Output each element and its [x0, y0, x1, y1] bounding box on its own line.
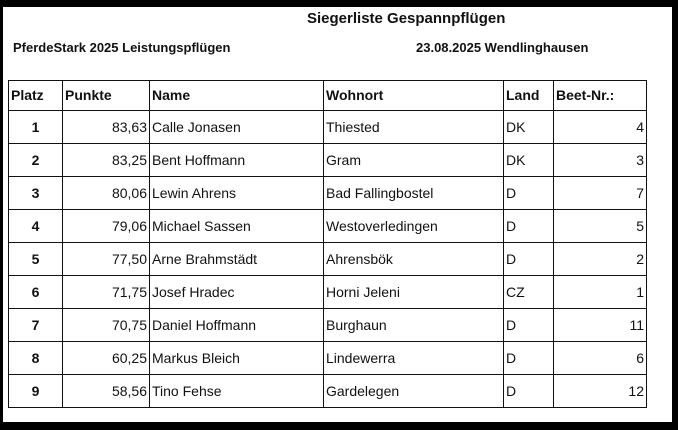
- cell-name: Tino Fehse: [149, 374, 324, 408]
- cell-name: Lewin Ahrens: [149, 176, 324, 210]
- cell-wohnort: Gardelegen: [323, 374, 504, 408]
- column-header-wohnort: Wohnort: [323, 80, 504, 111]
- cell-land: D: [503, 176, 554, 210]
- cell-beet-nr: 11: [553, 308, 647, 342]
- cell-punkte: 83,25: [62, 143, 150, 177]
- cell-name: Arne Brahmstädt: [149, 242, 324, 276]
- table-row: 3 80,06 Lewin Ahrens Bad Fallingbostel D 7: [8, 176, 647, 210]
- cell-beet-nr: 6: [553, 341, 647, 375]
- cell-land: D: [503, 308, 554, 342]
- table-row: 7 70,75 Daniel Hoffmann Burghaun D 11: [8, 308, 647, 342]
- document-title: Siegerliste Gespannpflügen: [307, 10, 506, 27]
- cell-punkte: 70,75: [62, 308, 150, 342]
- cell-land: CZ: [503, 275, 554, 309]
- cell-platz: 5: [8, 242, 63, 276]
- cell-beet-nr: 1: [553, 275, 647, 309]
- cell-wohnort: Ahrensbök: [323, 242, 504, 276]
- table-row: 8 60,25 Markus Bleich Lindewerra D 6: [8, 341, 647, 375]
- cell-beet-nr: 7: [553, 176, 647, 210]
- cell-beet-nr: 12: [553, 374, 647, 408]
- results-table: Platz Punkte Name Wohnort Land Beet-Nr.: 1 83,…: [8, 80, 647, 408]
- column-header-land: Land: [503, 80, 554, 111]
- table-row: 5 77,50 Arne Brahmstädt Ahrensbök D 2: [8, 242, 647, 276]
- column-header-beet-nr: Beet-Nr.:: [553, 80, 647, 111]
- cell-punkte: 80,06: [62, 176, 150, 210]
- cell-platz: 6: [8, 275, 63, 309]
- event-name: PferdeStark 2025 Leistungspflügen: [13, 40, 231, 55]
- table-row: 4 79,06 Michael Sassen Westoverledingen D 5: [8, 209, 647, 243]
- cell-land: DK: [503, 143, 554, 177]
- cell-name: Bent Hoffmann: [149, 143, 324, 177]
- cell-beet-nr: 4: [553, 110, 647, 144]
- column-header-platz: Platz: [8, 80, 63, 111]
- cell-name: Michael Sassen: [149, 209, 324, 243]
- cell-name: Josef Hradec: [149, 275, 324, 309]
- cell-wohnort: Lindewerra: [323, 341, 504, 375]
- cell-punkte: 60,25: [62, 341, 150, 375]
- cell-beet-nr: 5: [553, 209, 647, 243]
- cell-land: D: [503, 374, 554, 408]
- cell-punkte: 83,63: [62, 110, 150, 144]
- table-header-row: Platz Punkte Name Wohnort Land Beet-Nr.:: [8, 80, 647, 111]
- cell-platz: 2: [8, 143, 63, 177]
- cell-wohnort: Bad Fallingbostel: [323, 176, 504, 210]
- cell-wohnort: Gram: [323, 143, 504, 177]
- cell-wohnort: Thiested: [323, 110, 504, 144]
- cell-platz: 8: [8, 341, 63, 375]
- table-row: 9 58,56 Tino Fehse Gardelegen D 12: [8, 374, 647, 408]
- table-row: 2 83,25 Bent Hoffmann Gram DK 3: [8, 143, 647, 177]
- cell-beet-nr: 2: [553, 242, 647, 276]
- cell-platz: 7: [8, 308, 63, 342]
- cell-wohnort: Westoverledingen: [323, 209, 504, 243]
- cell-punkte: 79,06: [62, 209, 150, 243]
- cell-platz: 4: [8, 209, 63, 243]
- column-header-name: Name: [149, 80, 324, 111]
- cell-name: Daniel Hoffmann: [149, 308, 324, 342]
- document-page: Siegerliste Gespannpflügen PferdeStark 2…: [3, 7, 672, 422]
- cell-beet-nr: 3: [553, 143, 647, 177]
- cell-land: D: [503, 209, 554, 243]
- cell-punkte: 58,56: [62, 374, 150, 408]
- cell-land: D: [503, 341, 554, 375]
- cell-name: Calle Jonasen: [149, 110, 324, 144]
- table-row: 1 83,63 Calle Jonasen Thiested DK 4: [8, 110, 647, 144]
- cell-platz: 3: [8, 176, 63, 210]
- column-header-punkte: Punkte: [62, 80, 150, 111]
- cell-punkte: 77,50: [62, 242, 150, 276]
- cell-platz: 1: [8, 110, 63, 144]
- cell-wohnort: Horni Jeleni: [323, 275, 504, 309]
- cell-land: D: [503, 242, 554, 276]
- cell-wohnort: Burghaun: [323, 308, 504, 342]
- cell-land: DK: [503, 110, 554, 144]
- cell-name: Markus Bleich: [149, 341, 324, 375]
- table-row: 6 71,75 Josef Hradec Horni Jeleni CZ 1: [8, 275, 647, 309]
- cell-punkte: 71,75: [62, 275, 150, 309]
- event-date-place: 23.08.2025 Wendlinghausen: [416, 40, 589, 55]
- cell-platz: 9: [8, 374, 63, 408]
